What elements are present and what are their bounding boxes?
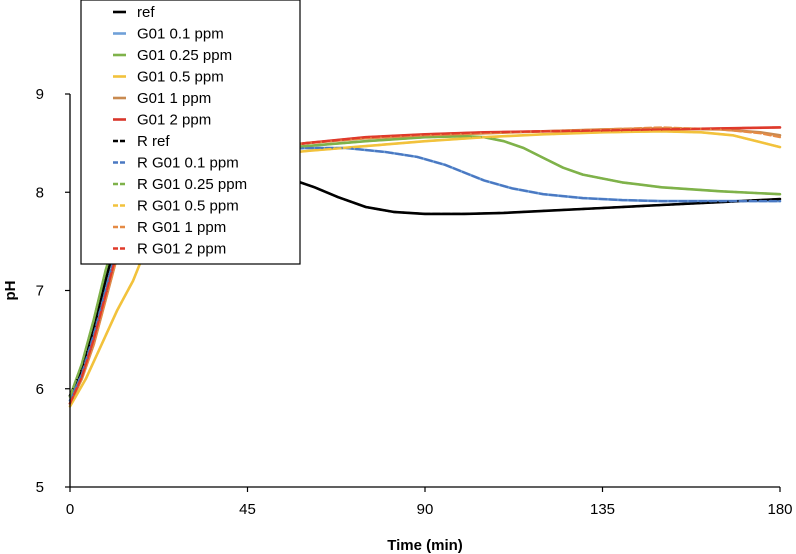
legend-box — [80, 0, 301, 265]
legend: ref G01 0.1 ppm G01 0.25 ppm G01 0.5 ppm G01… — [80, 0, 301, 265]
legend-label-10: R G01 1 ppm — [137, 219, 226, 236]
y-axis-title: pH — [2, 281, 19, 301]
x-axis-title: Time (min) — [387, 537, 463, 554]
legend-label-8: R G01 0.25 ppm — [137, 176, 247, 193]
y-tick-label-4: 9 — [36, 86, 44, 103]
y-tick-label-1: 6 — [36, 381, 44, 398]
y-tick-label-2: 7 — [36, 283, 44, 300]
legend-label-0: ref — [137, 4, 155, 21]
x-tick-label-2: 90 — [417, 501, 434, 518]
legend-label-2: G01 0.25 ppm — [137, 47, 232, 64]
legend-label-11: R G01 2 ppm — [137, 241, 226, 258]
x-tick-label-3: 135 — [590, 501, 615, 518]
legend-label-7: R G01 0.1 ppm — [137, 155, 239, 172]
legend-label-3: G01 0.5 ppm — [137, 69, 224, 86]
legend-label-4: G01 1 ppm — [137, 90, 211, 107]
legend-label-1: G01 0.1 ppm — [137, 26, 224, 43]
legend-label-6: R ref — [137, 133, 170, 150]
y-tick-label-3: 8 — [36, 184, 44, 201]
x-tick-label-0: 0 — [66, 501, 74, 518]
legend-label-9: R G01 0.5 ppm — [137, 198, 239, 215]
x-tick-label-4: 180 — [767, 501, 792, 518]
legend-label-5: G01 2 ppm — [137, 112, 211, 129]
x-tick-label-1: 45 — [239, 501, 256, 518]
y-tick-label-0: 5 — [36, 479, 44, 496]
